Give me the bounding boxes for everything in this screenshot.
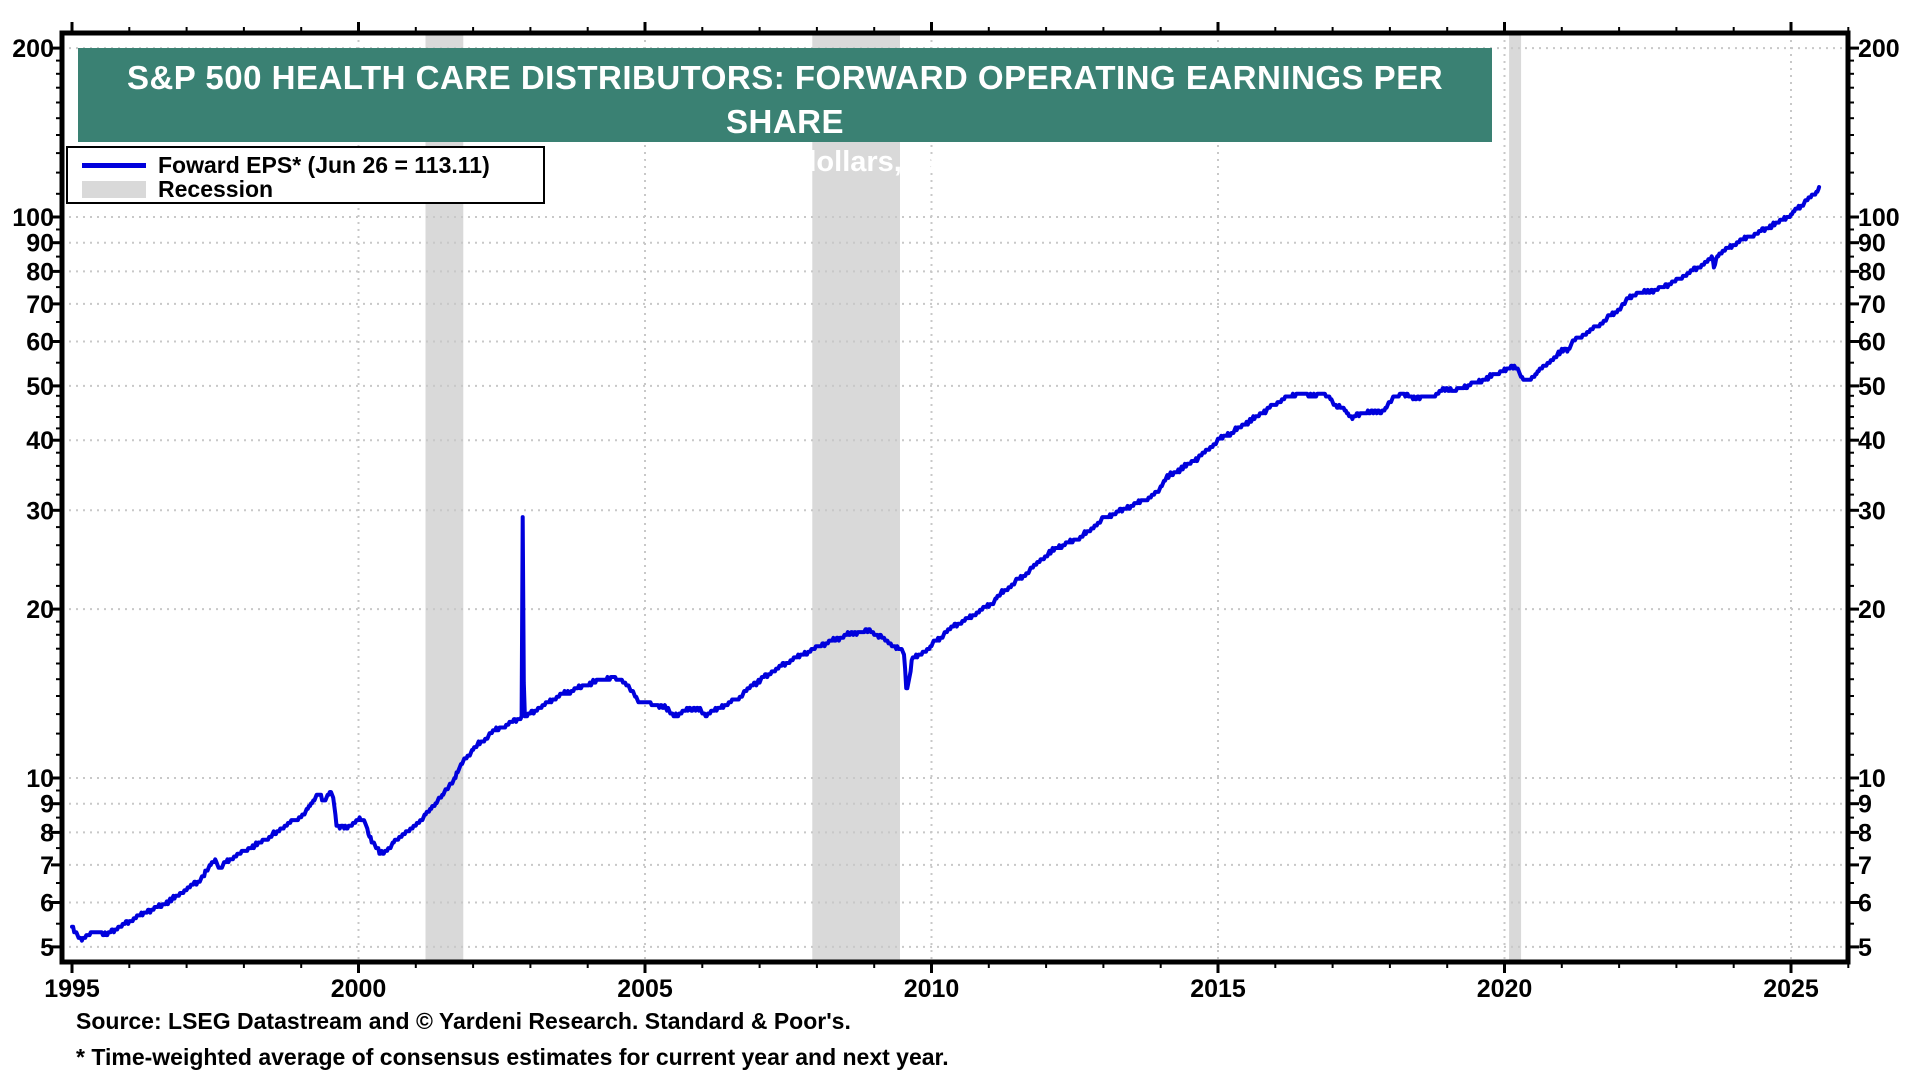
x-axis-label: 2020 xyxy=(1477,975,1533,1003)
x-axis-label: 2005 xyxy=(617,975,673,1003)
eps-legend-label: Foward EPS* (Jun 26 = 113.11) xyxy=(158,151,490,178)
y-axis-label-left: 40 xyxy=(26,427,54,455)
chart-title: S&P 500 HEALTH CARE DISTRIBUTORS: FORWAR… xyxy=(126,59,1444,140)
y-axis-label-left: 6 xyxy=(40,890,54,918)
x-axis-label: 2000 xyxy=(331,975,387,1003)
plot-frame xyxy=(59,30,1851,965)
y-axis-label-left: 50 xyxy=(26,373,54,401)
source-note: Source: LSEG Datastream and © Yardeni Re… xyxy=(76,1008,851,1034)
y-axis-label-right: 5 xyxy=(1858,934,1872,962)
eps-line-swatch xyxy=(82,162,146,168)
recession-band xyxy=(1509,33,1522,962)
y-axis-label-right: 50 xyxy=(1858,373,1886,401)
y-axis-label-left: 200 xyxy=(12,35,54,63)
recession-band xyxy=(812,33,900,962)
y-axis-label-left: 80 xyxy=(26,258,54,286)
x-axis-label: 2010 xyxy=(904,975,960,1003)
recession-legend-label: Recession xyxy=(158,175,274,202)
y-axis-label-left: 8 xyxy=(40,819,54,847)
legend-box: Foward EPS* (Jun 26 = 113.11) Recession xyxy=(66,146,545,204)
recession-swatch xyxy=(82,180,146,198)
y-axis-label-left: 9 xyxy=(40,791,54,819)
y-axis-label-left: 20 xyxy=(26,596,54,624)
y-axis-label-left: 60 xyxy=(26,329,54,357)
y-axis-label-right: 200 xyxy=(1858,35,1900,63)
footnote: * Time-weighted average of consensus est… xyxy=(76,1044,949,1070)
y-axis-label-left: 7 xyxy=(40,852,54,880)
y-axis-label-right: 9 xyxy=(1858,791,1872,819)
y-axis-label-left: 90 xyxy=(26,230,54,258)
title-banner: S&P 500 HEALTH CARE DISTRIBUTORS: FORWAR… xyxy=(78,48,1492,178)
legend-row-recession: Recession xyxy=(82,175,543,202)
y-axis-label-left: 5 xyxy=(40,934,54,962)
y-axis-label-right: 60 xyxy=(1858,329,1886,357)
y-axis-label-right: 8 xyxy=(1858,819,1872,847)
y-axis-label-right: 6 xyxy=(1858,890,1872,918)
x-axis-label: 2015 xyxy=(1190,975,1246,1003)
x-axis-label: 1995 xyxy=(44,975,100,1003)
y-axis-label-right: 90 xyxy=(1858,230,1886,258)
y-axis-label-left: 10 xyxy=(26,765,54,793)
y-axis-label-right: 100 xyxy=(1858,204,1900,232)
legend-row-eps: Foward EPS* (Jun 26 = 113.11) xyxy=(82,151,543,178)
y-axis-label-left: 30 xyxy=(26,497,54,525)
y-axis-label-left: 70 xyxy=(26,291,54,319)
y-axis-label-right: 80 xyxy=(1858,258,1886,286)
y-axis-label-left: 100 xyxy=(12,204,54,232)
y-axis-label-right: 20 xyxy=(1858,596,1886,624)
y-axis-label-right: 40 xyxy=(1858,427,1886,455)
y-axis-label-right: 70 xyxy=(1858,291,1886,319)
eps-line xyxy=(70,185,1822,943)
y-axis-label-right: 7 xyxy=(1858,852,1872,880)
x-axis-label: 2025 xyxy=(1763,975,1819,1003)
y-axis-label-right: 30 xyxy=(1858,497,1886,525)
y-axis-label-right: 10 xyxy=(1858,765,1886,793)
